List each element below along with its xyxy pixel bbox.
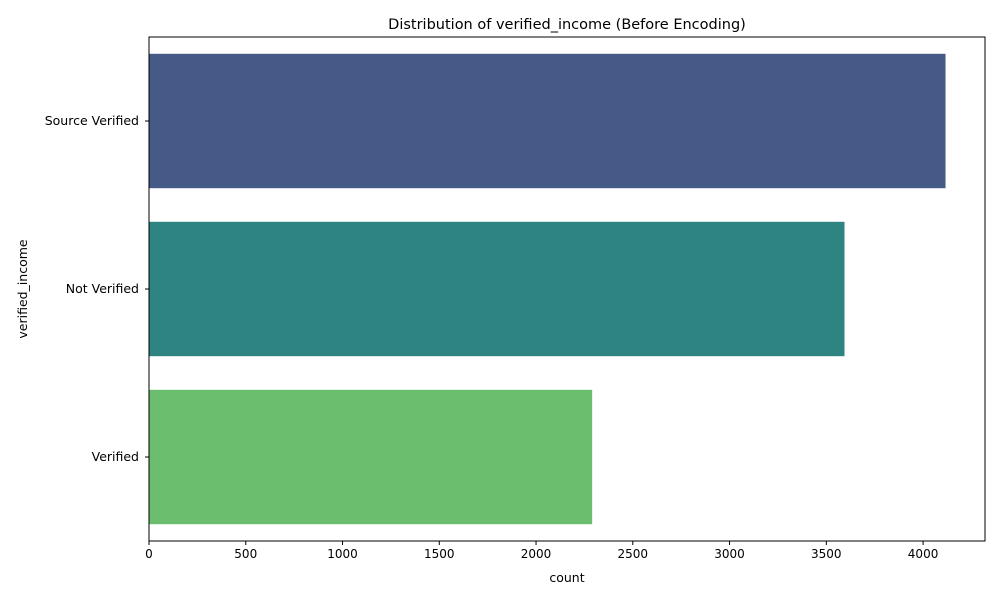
x-tick-label: 2500 bbox=[618, 547, 649, 561]
x-tick-label: 0 bbox=[145, 547, 153, 561]
x-tick-label: 1500 bbox=[424, 547, 455, 561]
y-tick-label: Verified bbox=[92, 449, 139, 464]
y-tick-label: Source Verified bbox=[45, 113, 139, 128]
x-tick-label: 1000 bbox=[327, 547, 358, 561]
bar-not-verified bbox=[149, 221, 845, 357]
x-tick-label: 500 bbox=[234, 547, 257, 561]
x-axis-label: count bbox=[549, 570, 584, 585]
x-tick-label: 4000 bbox=[908, 547, 939, 561]
y-axis: Source Verified Not Verified Verified bbox=[45, 113, 149, 464]
x-tick-label: 3000 bbox=[714, 547, 745, 561]
bar-verified bbox=[149, 389, 593, 525]
x-tick-label: 2000 bbox=[521, 547, 552, 561]
x-tick-label: 3500 bbox=[811, 547, 842, 561]
x-axis: 0 500 1000 1500 2000 2500 3000 3500 4000 bbox=[145, 541, 938, 561]
bars-layer bbox=[149, 53, 946, 525]
y-tick-label: Not Verified bbox=[66, 281, 139, 296]
plot-frame bbox=[148, 36, 986, 542]
y-axis-label: verified_income bbox=[15, 239, 30, 339]
bar-source-verified bbox=[149, 53, 946, 189]
chart-title: Distribution of verified_income (Before … bbox=[388, 17, 746, 33]
